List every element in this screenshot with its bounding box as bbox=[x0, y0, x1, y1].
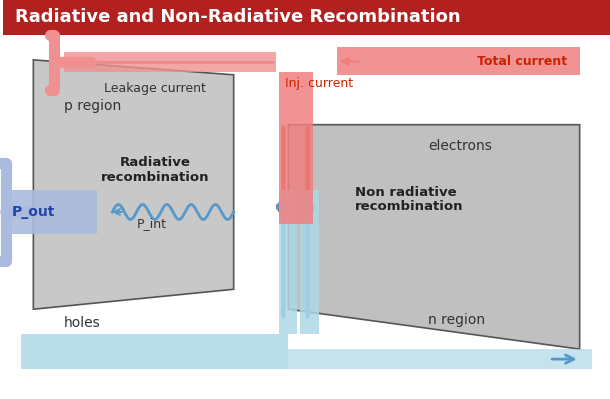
Text: Radiative
recombination: Radiative recombination bbox=[101, 156, 209, 184]
Text: P_int: P_int bbox=[137, 217, 167, 230]
Text: Radiative and Non-Radiative Recombination: Radiative and Non-Radiative Recombinatio… bbox=[15, 8, 461, 26]
Polygon shape bbox=[289, 124, 580, 349]
FancyBboxPatch shape bbox=[301, 190, 318, 334]
Text: electrons: electrons bbox=[428, 138, 492, 153]
Polygon shape bbox=[34, 60, 234, 309]
Text: Inj. current: Inj. current bbox=[285, 77, 353, 90]
Text: Leakage current: Leakage current bbox=[104, 82, 206, 95]
FancyBboxPatch shape bbox=[3, 0, 610, 35]
Text: p region: p region bbox=[63, 99, 121, 113]
Text: Non radiative
recombination: Non radiative recombination bbox=[355, 186, 464, 213]
FancyBboxPatch shape bbox=[63, 52, 276, 72]
Text: n region: n region bbox=[428, 313, 485, 327]
FancyBboxPatch shape bbox=[337, 47, 580, 75]
FancyBboxPatch shape bbox=[279, 190, 298, 334]
Text: holes: holes bbox=[63, 316, 101, 330]
FancyBboxPatch shape bbox=[289, 349, 592, 369]
FancyBboxPatch shape bbox=[6, 190, 97, 235]
FancyBboxPatch shape bbox=[279, 72, 312, 224]
FancyBboxPatch shape bbox=[21, 334, 289, 369]
Text: P_out: P_out bbox=[12, 205, 55, 219]
Text: Total current: Total current bbox=[478, 55, 567, 68]
